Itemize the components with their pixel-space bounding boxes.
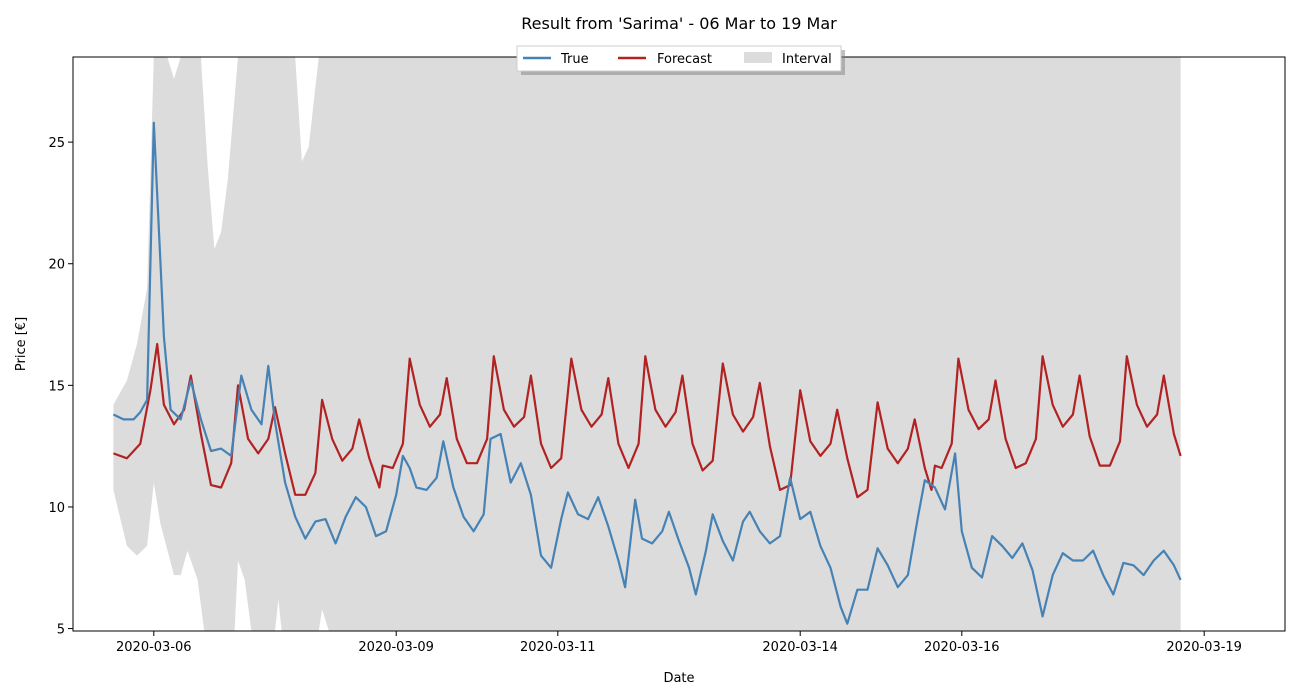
series-line-true [112, 121, 1182, 625]
y-tick-label: 15 [48, 379, 65, 394]
legend-label-interval: Interval [782, 52, 832, 67]
y-tick-label: 20 [48, 258, 65, 273]
y-axis-label: Price [€] [14, 317, 29, 371]
x-tick-label: 2020-03-06 [116, 640, 192, 655]
x-axis: 2020-03-06 2020-03-09 2020-03-11 2020-03-14… [116, 631, 1242, 655]
chart-title: Result from 'Sarima' - 06 Mar to 19 Mar [521, 14, 837, 33]
legend-box [516, 45, 842, 72]
legend-label-true: True [560, 52, 589, 67]
y-tick-label: 25 [48, 136, 65, 151]
legend-label-forecast: Forecast [657, 52, 712, 67]
x-tick-label: 2020-03-16 [924, 640, 1000, 655]
y-tick-label: 10 [48, 501, 65, 516]
legend: True Forecast Interval [516, 45, 845, 75]
x-tick-label: 2020-03-09 [358, 640, 434, 655]
y-axis: 5 10 15 20 25 [48, 136, 73, 638]
x-tick-label: 2020-03-14 [762, 640, 838, 655]
y-tick-label: 5 [57, 623, 65, 638]
x-tick-label: 2020-03-11 [520, 640, 596, 655]
legend-swatch-interval [744, 52, 772, 63]
plot-area [72, 56, 1286, 632]
x-axis-label: Date [663, 671, 694, 686]
series-line-forecast [113, 342, 1182, 499]
series-layer [112, 121, 1182, 625]
x-tick-label: 2020-03-19 [1166, 640, 1242, 655]
